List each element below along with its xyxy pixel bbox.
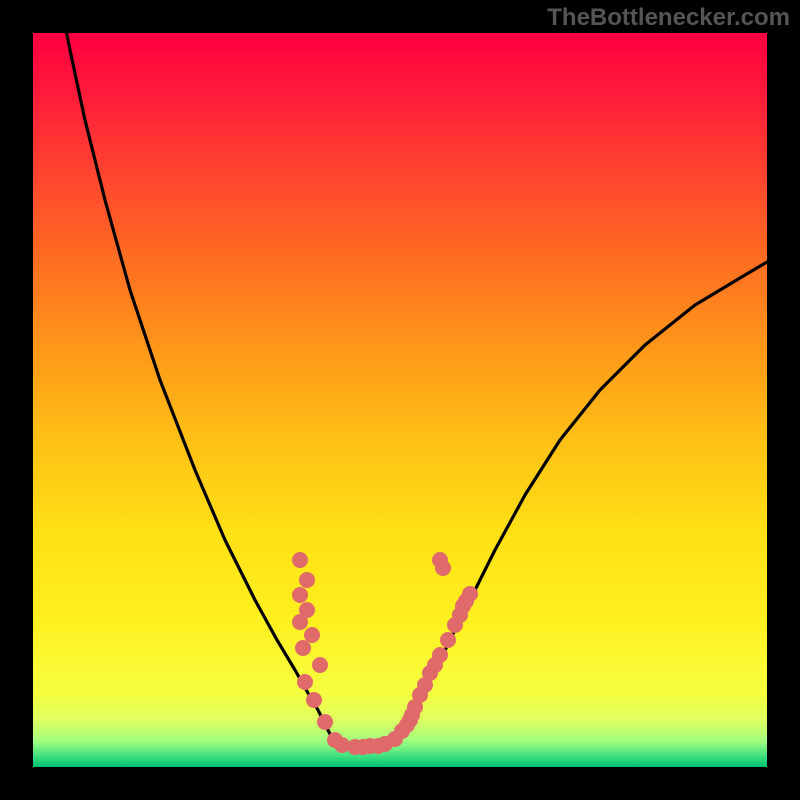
data-marker: [440, 632, 456, 648]
data-marker: [317, 714, 333, 730]
data-marker: [306, 692, 322, 708]
data-marker: [462, 586, 478, 602]
watermark-text: TheBottlenecker.com: [547, 4, 790, 32]
data-marker: [295, 640, 311, 656]
data-marker: [292, 587, 308, 603]
data-marker: [299, 572, 315, 588]
data-marker: [435, 560, 451, 576]
data-marker: [292, 614, 308, 630]
data-marker: [297, 674, 313, 690]
data-marker: [312, 657, 328, 673]
bottleneck-chart: [0, 0, 800, 800]
plot-gradient-background: [33, 33, 767, 767]
chart-container: TheBottlenecker.com: [0, 0, 800, 800]
data-marker: [432, 647, 448, 663]
data-marker: [304, 627, 320, 643]
data-marker: [292, 552, 308, 568]
